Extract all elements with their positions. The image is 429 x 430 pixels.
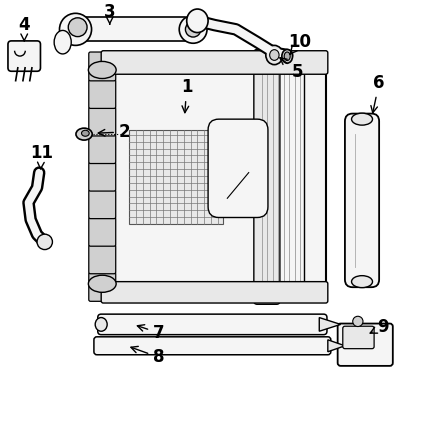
- Ellipse shape: [282, 49, 293, 63]
- Text: 9: 9: [370, 317, 389, 335]
- FancyBboxPatch shape: [8, 41, 40, 71]
- FancyBboxPatch shape: [89, 107, 116, 136]
- Ellipse shape: [60, 13, 91, 46]
- FancyBboxPatch shape: [94, 337, 331, 355]
- FancyBboxPatch shape: [101, 282, 328, 303]
- FancyBboxPatch shape: [89, 80, 116, 108]
- Bar: [257, 53, 304, 301]
- Ellipse shape: [351, 276, 372, 288]
- Ellipse shape: [266, 46, 283, 64]
- Polygon shape: [328, 340, 345, 352]
- Ellipse shape: [270, 49, 279, 60]
- Text: 1: 1: [181, 78, 193, 113]
- FancyBboxPatch shape: [343, 326, 374, 349]
- Polygon shape: [319, 318, 341, 331]
- Text: 4: 4: [18, 16, 30, 41]
- FancyBboxPatch shape: [98, 314, 327, 335]
- FancyBboxPatch shape: [101, 51, 328, 74]
- Circle shape: [68, 18, 87, 37]
- Ellipse shape: [54, 31, 71, 54]
- FancyBboxPatch shape: [208, 119, 268, 218]
- FancyBboxPatch shape: [89, 273, 116, 301]
- Ellipse shape: [76, 128, 92, 140]
- Text: 7: 7: [137, 324, 165, 342]
- FancyBboxPatch shape: [89, 162, 116, 191]
- Text: 10: 10: [289, 33, 311, 54]
- Circle shape: [37, 234, 52, 249]
- Bar: [103, 53, 326, 301]
- Ellipse shape: [88, 275, 116, 292]
- FancyBboxPatch shape: [338, 323, 393, 366]
- Text: 11: 11: [30, 144, 53, 169]
- FancyBboxPatch shape: [89, 52, 116, 81]
- Bar: [84, 17, 184, 41]
- Ellipse shape: [88, 61, 116, 79]
- Text: 6: 6: [371, 74, 385, 113]
- Ellipse shape: [179, 15, 207, 43]
- Ellipse shape: [95, 318, 107, 331]
- FancyBboxPatch shape: [89, 245, 116, 274]
- Text: 3: 3: [104, 3, 115, 24]
- FancyBboxPatch shape: [345, 114, 379, 287]
- Ellipse shape: [351, 113, 372, 125]
- Circle shape: [353, 316, 363, 326]
- Bar: [129, 130, 223, 224]
- FancyBboxPatch shape: [89, 135, 116, 163]
- Ellipse shape: [82, 130, 89, 136]
- FancyBboxPatch shape: [89, 217, 116, 246]
- Ellipse shape: [284, 52, 290, 61]
- Text: 5: 5: [280, 58, 304, 81]
- Text: 8: 8: [131, 347, 165, 366]
- FancyBboxPatch shape: [89, 190, 116, 218]
- FancyBboxPatch shape: [254, 49, 280, 304]
- Text: 2: 2: [98, 123, 130, 141]
- Circle shape: [185, 22, 201, 37]
- Ellipse shape: [187, 9, 208, 33]
